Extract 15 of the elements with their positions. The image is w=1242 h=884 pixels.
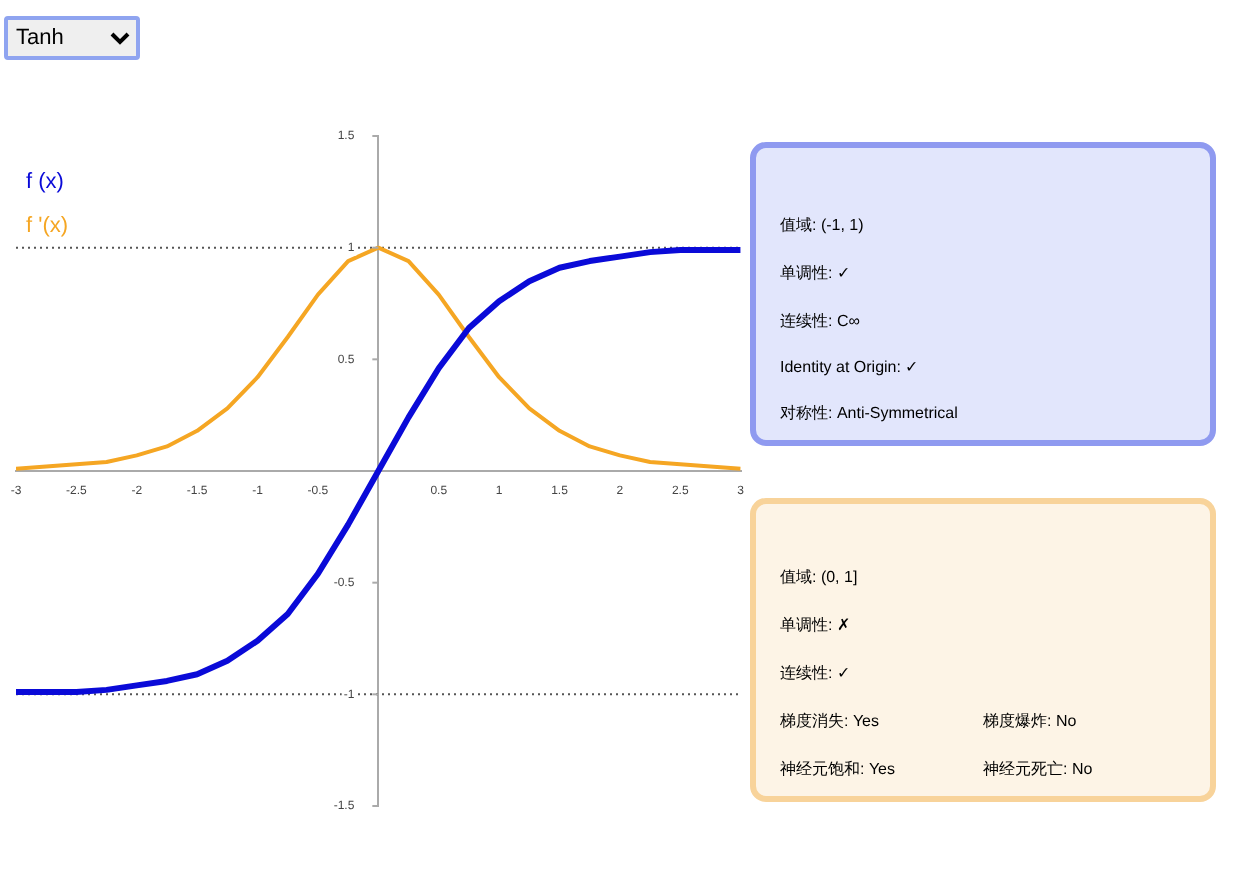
text: f '(x): [26, 212, 69, 242]
text: 单调性: ✓: [780, 262, 853, 284]
text: 值域: (-1, 1): [780, 214, 866, 236]
text: 值域: (0, 1]: [780, 566, 860, 588]
text: 连续性: C∞: [780, 310, 862, 332]
chart-title: Tanh: [4, 16, 140, 60]
text: Identity at Origin: ✓: [780, 358, 922, 376]
text: 连续性: ✓: [780, 662, 853, 684]
text: 对称性: Anti-Symmetrical: [780, 402, 960, 424]
text: 神经元死亡: No: [983, 758, 1095, 780]
text: 梯度消失: Yes: [780, 710, 881, 732]
text: 神经元饱和: Yes: [780, 758, 897, 780]
text: 梯度爆炸: No: [983, 710, 1079, 732]
text: 单调性: ✗: [780, 614, 853, 636]
text: f (x): [26, 168, 66, 198]
